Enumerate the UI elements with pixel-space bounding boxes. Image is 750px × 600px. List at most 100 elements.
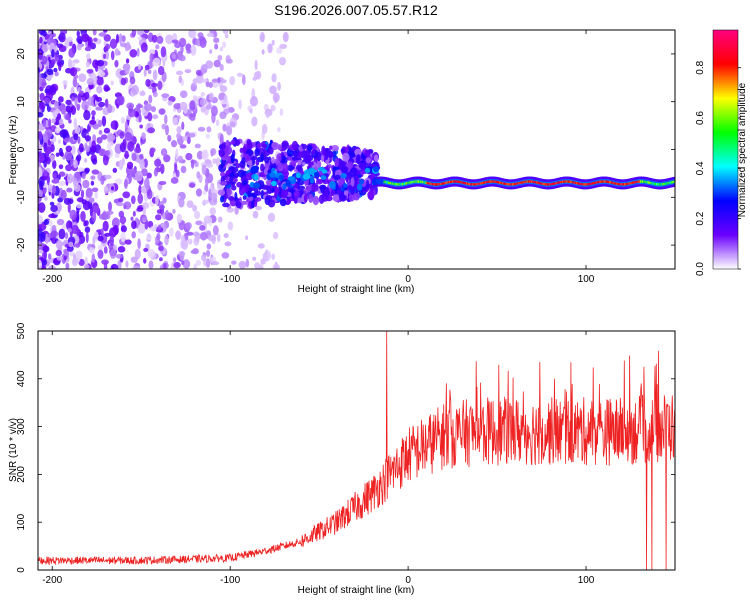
spectrogram-ridge-core	[499, 181, 501, 184]
spectrogram-cell	[103, 127, 111, 134]
spectrogram-cell	[282, 31, 289, 43]
spectrogram-cell	[245, 235, 249, 241]
spectrogram-cell	[57, 197, 64, 203]
snr-panel: -200 -100 0 100 0 100 200 300 400 500 Height of s…	[8, 322, 676, 596]
spectrogram-ridge-core	[398, 183, 401, 186]
spectrogram-cell	[172, 208, 176, 214]
spectrogram-cell	[260, 152, 264, 162]
spectrogram-cell	[271, 187, 275, 193]
spectrogram-ridge-core	[582, 183, 584, 186]
spectrogram-cell	[219, 46, 224, 52]
spectrogram-ridge-core	[589, 182, 592, 186]
spectrogram-cell	[112, 167, 118, 173]
spectrogram-cell	[120, 225, 127, 233]
spectrogram-cell	[220, 171, 226, 177]
spectrogram-cell	[343, 190, 349, 196]
spectrogram-cell	[218, 149, 225, 158]
spectrogram-ridge-core	[490, 180, 493, 183]
spectrogram-cell	[162, 197, 167, 204]
spectrogram-ridge-core	[637, 180, 640, 183]
spectrogram-ridge-core	[602, 180, 605, 183]
spectrogram-cell	[208, 235, 216, 242]
spectrogram-cell	[210, 148, 217, 156]
spectrogram-cell	[189, 100, 196, 111]
spectrogram-cell	[42, 133, 49, 143]
spectrogram-cell	[58, 181, 66, 186]
spectrogram-cell	[178, 75, 183, 84]
spectrogram-ridge-core	[621, 183, 624, 186]
spectrogram-cell	[86, 77, 94, 86]
spectrogram-cell	[100, 134, 108, 140]
spectrogram-cell	[108, 201, 113, 212]
spectrogram-cell	[170, 177, 179, 184]
spectrogram-ridge-core	[554, 182, 557, 185]
spectrogram-cell	[354, 180, 358, 191]
spectrogram-cell	[263, 168, 270, 176]
spectrogram-ridge-core	[564, 180, 566, 183]
spectrogram-cell	[281, 140, 289, 150]
spectrogram-cell	[109, 38, 118, 49]
spectrogram-cell	[131, 231, 136, 239]
spectrogram-hot-cell	[313, 171, 320, 178]
spectrogram-ridge-core	[585, 183, 588, 186]
spectrogram-ridge-core	[562, 180, 564, 184]
spectrogram-cell	[100, 227, 104, 234]
spectrogram-ridge-core	[606, 180, 609, 183]
spectrogram-ridge-core	[567, 180, 569, 183]
spectrogram-ridge-core	[663, 182, 666, 186]
spectrogram-ridge-core	[542, 182, 545, 186]
spectrogram-cell	[271, 156, 275, 164]
spectrogram-cell	[365, 157, 372, 164]
spectrogram-hot-cell	[356, 183, 363, 191]
spectrogram-cell	[258, 264, 264, 269]
spectrogram-cell	[254, 59, 258, 71]
spectrogram-cell	[65, 145, 72, 153]
spectrogram-cell	[173, 103, 182, 110]
spectrogram-ridge-core	[393, 182, 395, 186]
spectrogram-ridge-core	[597, 180, 599, 184]
spectrogram-cell	[195, 69, 202, 76]
spectrogram-cell	[223, 94, 228, 103]
spectrogram-cell	[271, 253, 276, 260]
spectrogram-ridge-core	[409, 181, 411, 184]
spectrogram-ridge-core	[512, 183, 515, 186]
spectrogram-cell	[190, 249, 197, 254]
spectrogram-cell	[76, 204, 83, 209]
spectrogram-cell	[156, 35, 164, 45]
spectrogram-ridge-core	[440, 182, 442, 186]
spectrogram-cell	[184, 69, 192, 74]
spectrogram-ridge-core	[460, 181, 463, 184]
spectrogram-cell	[137, 63, 142, 70]
spectrogram-cell	[199, 225, 206, 231]
spectrogram-cell	[69, 209, 77, 221]
spectrogram-ridge-core	[600, 180, 603, 183]
spectrogram-cell	[126, 102, 135, 110]
spectrogram-cell	[340, 166, 349, 173]
spectrogram-cell	[189, 182, 196, 188]
spectrogram-cell	[72, 77, 78, 88]
spectrogram-ridge-core	[610, 181, 612, 184]
spectrogram-cell	[65, 99, 72, 106]
spectrogram-cell	[348, 193, 355, 202]
spectrogram-ridge-core	[590, 182, 593, 185]
spectrogram-cell	[178, 37, 187, 48]
spectrogram-cell	[100, 175, 105, 185]
spectrogram-cell	[96, 78, 104, 86]
spectrogram-cell	[217, 54, 223, 61]
spectrogram-cell	[173, 257, 177, 263]
spectrogram-cell	[98, 148, 106, 157]
spectrogram-cell	[300, 150, 308, 159]
spectrogram-ridge-core	[415, 180, 418, 183]
spectrogram-ridge-core	[563, 180, 565, 183]
spectrogram-cell	[186, 200, 194, 209]
spectrogram-cell	[231, 260, 237, 265]
spectrogram-hot-cell	[343, 183, 348, 188]
spectrogram-cell	[175, 169, 180, 178]
spectrogram-ridge-core	[433, 183, 436, 186]
snr-y-tick-label: 400	[16, 370, 27, 387]
spectrogram-cell	[38, 101, 46, 110]
spectrogram-cell	[58, 118, 64, 126]
spectrogram-cell	[301, 161, 306, 166]
spectrogram-cell	[285, 198, 292, 205]
spectrogram-cell	[106, 142, 112, 150]
